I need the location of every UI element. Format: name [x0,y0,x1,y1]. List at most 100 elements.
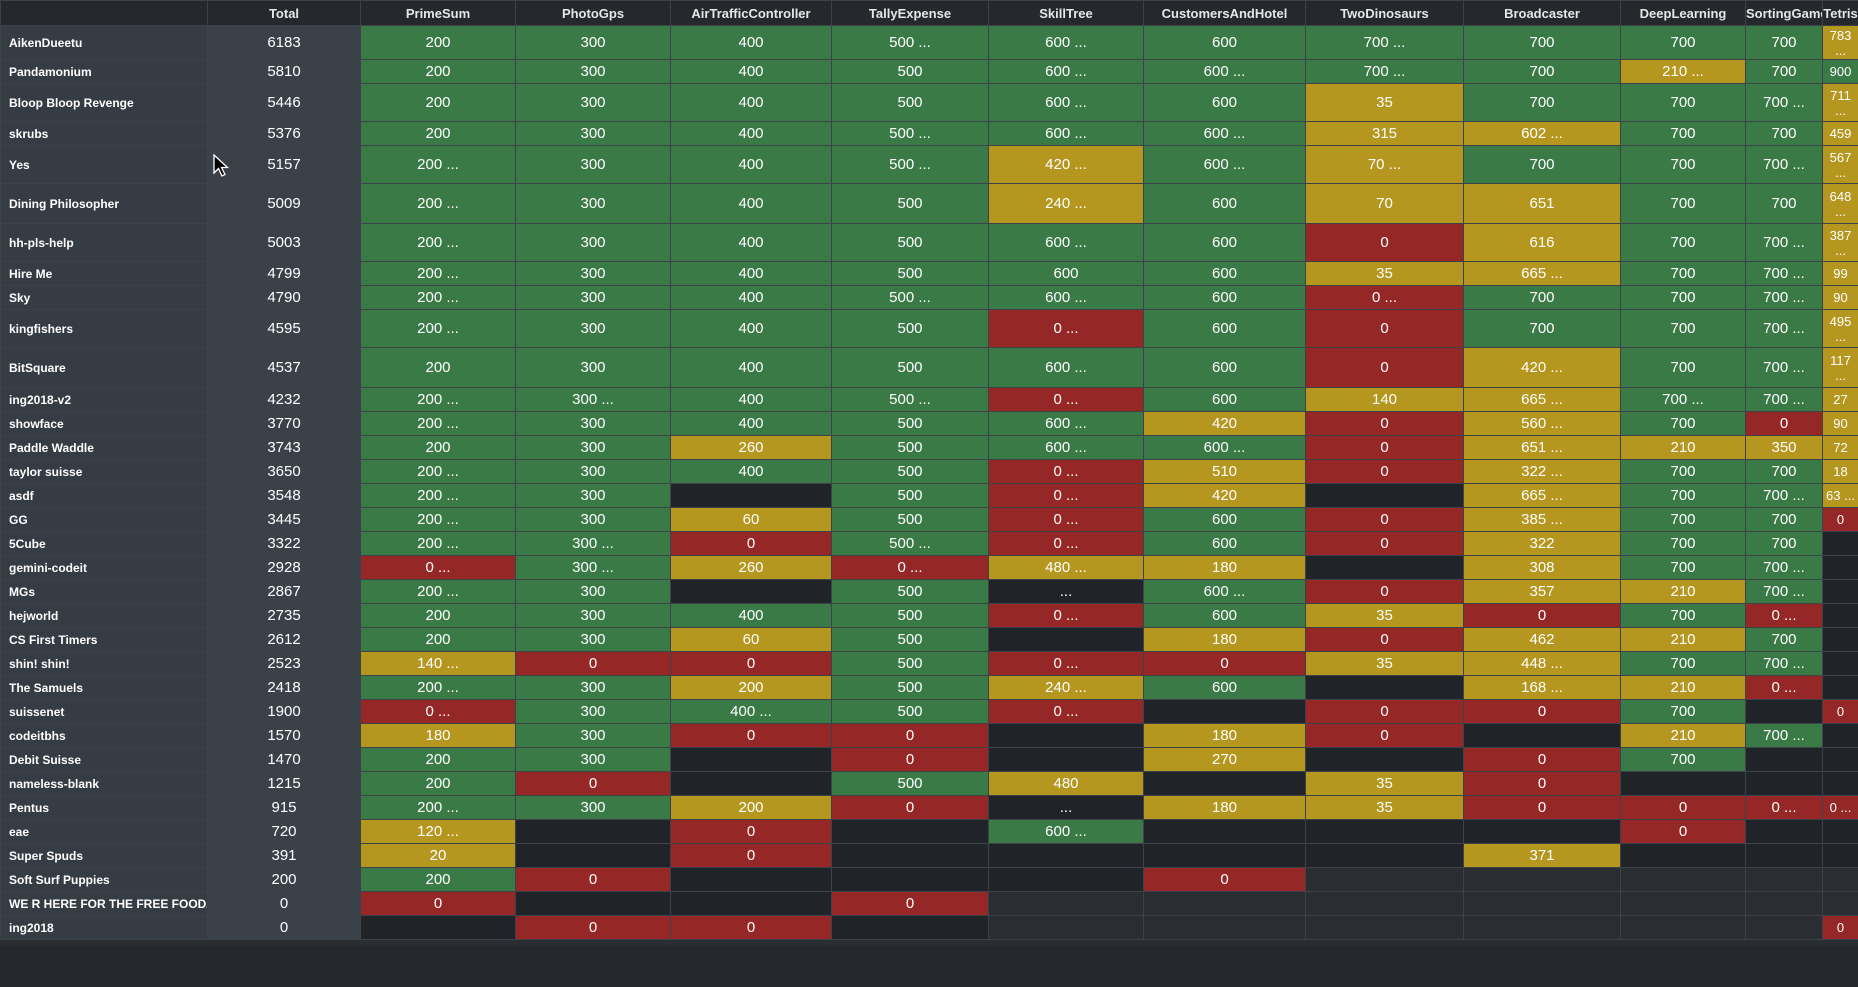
score-cell-twodinosaurs[interactable]: 35 [1305,603,1464,628]
score-cell-tallyexpense[interactable]: 0 [831,747,989,772]
score-cell-broadcaster[interactable]: 0 [1463,747,1621,772]
score-cell-twodinosaurs[interactable]: 70 [1305,183,1464,224]
score-cell-skilltree[interactable]: 600 ... [988,435,1144,460]
score-cell-broadcaster[interactable]: 700 [1463,285,1621,310]
score-cell-photogps[interactable]: 300 [515,435,671,460]
score-cell-airtrafficcontroller[interactable]: 0 [670,915,832,940]
score-cell-tallyexpense[interactable]: 0 [831,795,989,820]
score-cell-tallyexpense[interactable]: 500 ... [831,285,989,310]
score-cell-tetris[interactable]: 495 ... [1822,309,1858,348]
score-cell-airtrafficcontroller[interactable]: 400 [670,261,832,286]
score-cell-deeplearning[interactable]: 700 [1620,747,1746,772]
score-cell-sortinggame[interactable]: 700 [1745,25,1823,60]
score-cell-primesum[interactable]: 200 ... [360,261,516,286]
score-cell-skilltree[interactable]: 240 ... [988,675,1144,700]
header-airtrafficcontroller[interactable]: AirTrafficController [670,0,832,26]
score-cell-twodinosaurs[interactable]: 140 [1305,387,1464,412]
header-twodinosaurs[interactable]: TwoDinosaurs [1305,0,1464,26]
score-cell-photogps[interactable]: 300 [515,459,671,484]
score-cell-tallyexpense[interactable]: 500 [831,435,989,460]
score-cell-skilltree[interactable]: 480 ... [988,555,1144,580]
score-cell-tallyexpense[interactable]: 500 [831,771,989,796]
score-cell-sortinggame[interactable]: 700 [1745,121,1823,146]
score-cell-airtrafficcontroller[interactable]: 400 [670,285,832,310]
score-cell-broadcaster[interactable]: 602 ... [1463,121,1621,146]
score-cell-customersandhotel[interactable]: 600 [1143,531,1306,556]
score-cell-twodinosaurs[interactable]: 0 [1305,347,1464,388]
header-primesum[interactable]: PrimeSum [360,0,516,26]
score-cell-sortinggame[interactable]: 700 ... [1745,483,1823,508]
header-deeplearning[interactable]: DeepLearning [1620,0,1746,26]
score-cell-tallyexpense[interactable]: 500 [831,507,989,532]
score-cell-tallyexpense[interactable]: 0 [831,891,989,916]
header-tetris[interactable]: Tetris [1822,0,1858,26]
score-cell-photogps[interactable]: 300 [515,145,671,184]
score-cell-deeplearning[interactable]: 700 [1620,603,1746,628]
score-cell-broadcaster[interactable]: 651 ... [1463,435,1621,460]
header-tallyexpense[interactable]: TallyExpense [831,0,989,26]
score-cell-deeplearning[interactable]: 700 [1620,531,1746,556]
score-cell-primesum[interactable]: 200 [360,435,516,460]
score-cell-airtrafficcontroller[interactable]: 0 [670,531,832,556]
score-cell-tallyexpense[interactable]: 500 [831,579,989,604]
score-cell-sortinggame[interactable]: 700 [1745,627,1823,652]
score-cell-photogps[interactable]: 300 [515,507,671,532]
score-cell-twodinosaurs[interactable]: 0 ... [1305,285,1464,310]
score-cell-skilltree[interactable]: 600 ... [988,347,1144,388]
score-cell-primesum[interactable]: 200 [360,603,516,628]
score-cell-skilltree[interactable]: 600 ... [988,59,1144,84]
score-cell-skilltree[interactable]: 0 ... [988,459,1144,484]
header-total[interactable]: Total [207,0,361,26]
score-cell-tetris[interactable]: 18 [1822,459,1858,484]
score-cell-tallyexpense[interactable]: 500 [831,223,989,262]
header-customersandhotel[interactable]: CustomersAndHotel [1143,0,1306,26]
score-cell-twodinosaurs[interactable]: 70 ... [1305,145,1464,184]
score-cell-deeplearning[interactable]: 700 ... [1620,387,1746,412]
score-cell-primesum[interactable]: 0 [360,891,516,916]
score-cell-deeplearning[interactable]: 210 [1620,675,1746,700]
score-cell-customersandhotel[interactable]: 600 [1143,223,1306,262]
score-cell-primesum[interactable]: 200 ... [360,579,516,604]
score-cell-tetris[interactable]: 72 [1822,435,1858,460]
score-cell-customersandhotel[interactable]: 510 [1143,459,1306,484]
score-cell-broadcaster[interactable]: 700 [1463,145,1621,184]
score-cell-tallyexpense[interactable]: 500 [831,309,989,348]
score-cell-customersandhotel[interactable]: 600 [1143,347,1306,388]
score-cell-twodinosaurs[interactable]: 0 [1305,309,1464,348]
score-cell-primesum[interactable]: 200 ... [360,145,516,184]
score-cell-customersandhotel[interactable]: 600 [1143,309,1306,348]
score-cell-photogps[interactable]: 300 [515,579,671,604]
score-cell-primesum[interactable]: 200 [360,747,516,772]
score-cell-sortinggame[interactable]: 350 [1745,435,1823,460]
score-cell-twodinosaurs[interactable]: 35 [1305,83,1464,122]
score-cell-customersandhotel[interactable]: 270 [1143,747,1306,772]
score-cell-broadcaster[interactable]: 371 [1463,843,1621,868]
score-cell-primesum[interactable]: 200 [360,25,516,60]
score-cell-airtrafficcontroller[interactable]: 400 [670,411,832,436]
score-cell-tetris[interactable]: 90 [1822,411,1858,436]
score-cell-primesum[interactable]: 200 [360,867,516,892]
score-cell-broadcaster[interactable]: 560 ... [1463,411,1621,436]
score-cell-tallyexpense[interactable]: 500 [831,459,989,484]
score-cell-airtrafficcontroller[interactable]: 400 [670,603,832,628]
score-cell-customersandhotel[interactable]: 0 [1143,867,1306,892]
score-cell-sortinggame[interactable]: 700 [1745,459,1823,484]
score-cell-photogps[interactable]: 300 [515,795,671,820]
score-cell-skilltree[interactable]: 240 ... [988,183,1144,224]
score-cell-airtrafficcontroller[interactable]: 400 [670,83,832,122]
score-cell-photogps[interactable]: 300 [515,309,671,348]
score-cell-customersandhotel[interactable]: 600 [1143,285,1306,310]
score-cell-airtrafficcontroller[interactable]: 60 [670,507,832,532]
score-cell-customersandhotel[interactable]: 600 [1143,675,1306,700]
score-cell-skilltree[interactable]: 600 ... [988,83,1144,122]
score-cell-photogps[interactable]: 300 ... [515,531,671,556]
score-cell-broadcaster[interactable]: 665 ... [1463,483,1621,508]
score-cell-sortinggame[interactable]: 0 ... [1745,795,1823,820]
score-cell-deeplearning[interactable]: 700 [1620,285,1746,310]
score-cell-airtrafficcontroller[interactable]: 400 [670,347,832,388]
score-cell-customersandhotel[interactable]: 600 [1143,261,1306,286]
score-cell-deeplearning[interactable]: 0 [1620,795,1746,820]
score-cell-tallyexpense[interactable]: 500 [831,411,989,436]
score-cell-airtrafficcontroller[interactable]: 400 [670,145,832,184]
score-cell-customersandhotel[interactable]: 0 [1143,651,1306,676]
